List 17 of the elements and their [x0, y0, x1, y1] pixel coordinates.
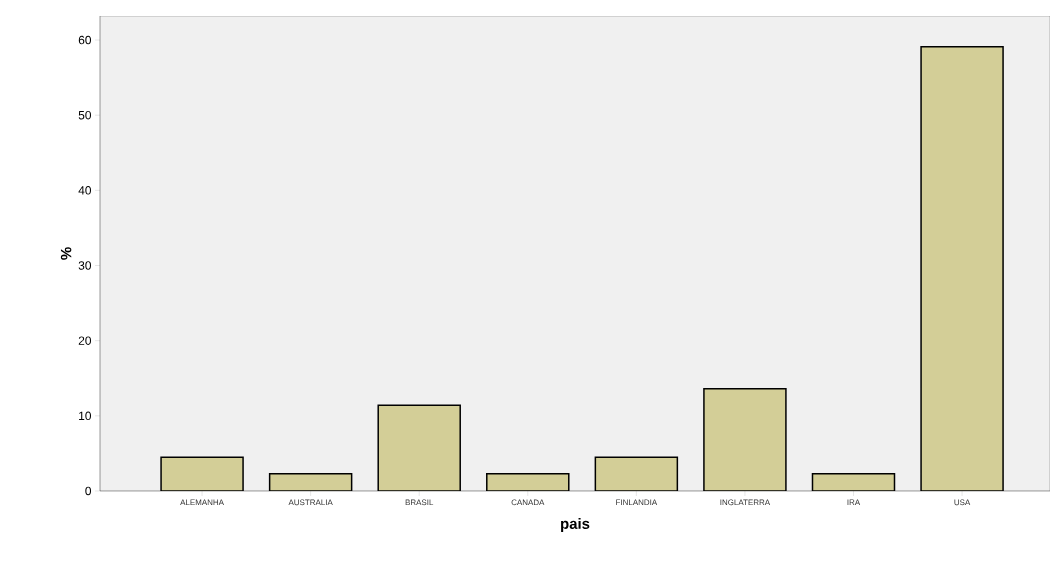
- bar: [268, 472, 353, 491]
- bar: [920, 46, 1004, 491]
- y-tick-label: 10: [79, 411, 92, 421]
- x-axis-title: pais: [561, 517, 590, 532]
- y-axis-title: %: [60, 247, 72, 260]
- y-tick-label: 50: [78, 110, 92, 120]
- bar: [160, 456, 244, 491]
- y-tick-label: 60: [78, 35, 92, 45]
- y-tick-label: 40: [78, 186, 92, 195]
- y-tick-label: 20: [78, 336, 92, 345]
- bar: [594, 456, 679, 491]
- y-tick-label: 30: [78, 261, 92, 270]
- bar: [811, 472, 896, 491]
- y-tick-label: 0: [85, 486, 92, 496]
- bar: [703, 388, 787, 491]
- bar: [377, 404, 461, 491]
- bar: [486, 472, 570, 491]
